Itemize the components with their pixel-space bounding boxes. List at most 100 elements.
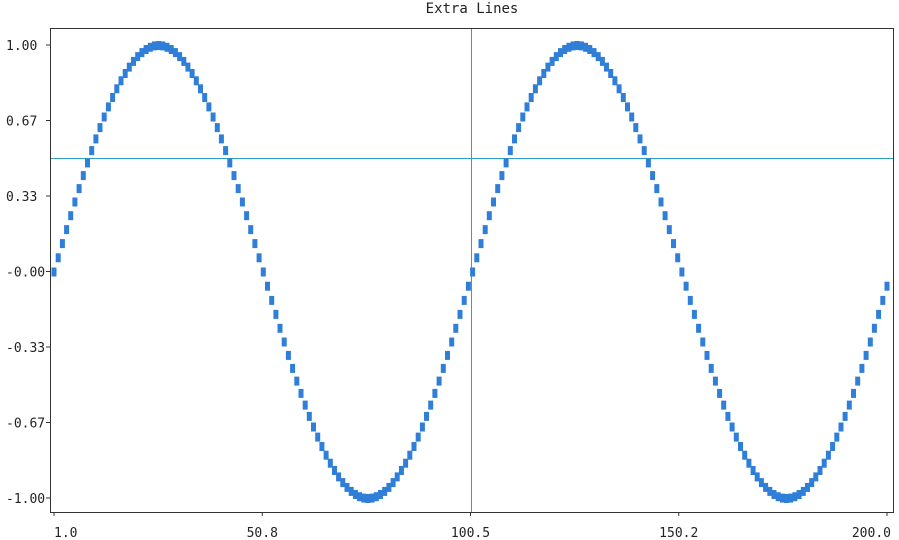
data-point [64,225,70,235]
series-points [51,41,890,503]
data-point [449,337,455,347]
data-point [679,267,685,277]
data-point [285,350,291,360]
data-point [558,48,563,58]
data-point [834,432,840,442]
data-point [361,493,367,503]
data-point [738,442,743,451]
data-point [641,146,647,156]
data-point [583,42,589,52]
data-point [277,323,283,333]
x-tick-label: 150.2 [659,526,698,540]
data-point [440,363,446,373]
data-point [306,411,312,421]
x-tick-label: 50.8 [247,526,278,540]
data-point [800,486,806,496]
data-point [599,56,605,66]
data-point [131,56,136,66]
data-point [645,158,651,168]
data-point [683,281,689,291]
data-point [566,42,572,52]
data-point [708,363,714,373]
y-tick-label: -0.33 [6,341,45,356]
data-point [884,281,890,291]
data-point [403,458,409,468]
data-point [512,134,517,144]
data-point [357,492,363,502]
data-point [198,84,203,94]
data-point [474,253,480,263]
data-point [344,482,350,492]
data-point [855,376,861,386]
data-point [332,466,337,475]
data-point [700,337,706,347]
data-point [830,442,836,451]
data-point [733,432,739,442]
data-point [696,323,702,333]
data-point [725,411,731,421]
data-point [445,350,450,360]
data-point [244,211,250,221]
data-point [85,158,90,168]
data-point [813,472,819,482]
data-point [465,281,471,291]
data-point [553,52,559,62]
data-point [591,48,597,58]
data-point [352,490,358,499]
data-point [876,309,882,319]
data-point [227,158,233,168]
data-point [570,41,576,51]
data-point [265,281,270,291]
data-point [574,41,580,50]
data-point [507,146,513,156]
data-point [779,493,785,503]
data-point [495,184,501,194]
data-point [76,184,82,194]
data-point [281,337,287,347]
data-point [323,450,329,460]
data-point [612,76,618,86]
data-point [637,134,643,144]
data-point [315,432,321,442]
data-point [846,400,852,410]
data-point [796,490,802,499]
data-point [428,400,434,410]
data-point [712,376,718,386]
y-tick-label: -1.00 [6,492,45,507]
data-point [482,225,488,235]
data-point [189,69,195,78]
data-point [691,309,697,319]
data-point [139,48,145,58]
data-point [616,84,622,94]
plot-area-frame [50,28,894,513]
y-tick-label: 1.00 [6,39,37,54]
data-point [658,197,664,207]
data-point [805,482,810,492]
data-point [59,239,65,249]
data-point [763,482,769,492]
data-point [867,337,873,347]
data-point [135,52,141,62]
data-point [424,411,429,421]
data-point [633,123,639,133]
data-point [290,363,296,373]
data-point [419,422,425,432]
data-point [432,388,438,398]
data-point [298,388,304,398]
data-point [754,472,760,482]
data-point [549,56,555,66]
data-point [223,146,229,156]
data-point [625,102,630,112]
data-point [499,171,505,181]
data-point [68,211,74,221]
data-point [114,84,120,94]
data-point [415,432,421,442]
data-point [537,76,543,86]
data-point [825,450,831,460]
data-point [398,466,404,475]
data-point [545,62,551,72]
data-point [436,376,442,386]
data-point [470,267,476,277]
data-point [838,422,844,432]
data-point [654,184,660,194]
